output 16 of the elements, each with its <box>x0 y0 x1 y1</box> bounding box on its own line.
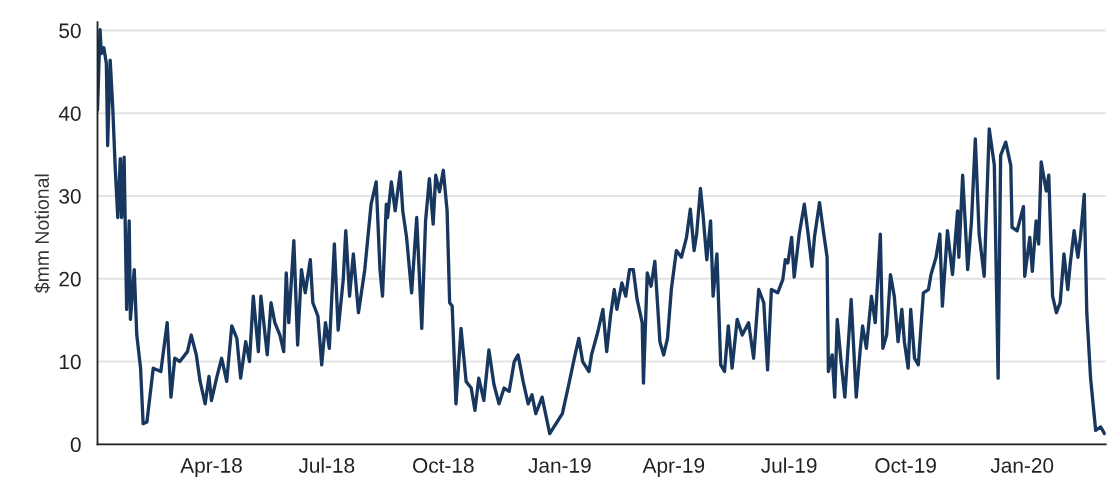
y-axis-title: $mm Notional <box>34 174 51 293</box>
y-tick-label: 10 <box>59 354 81 370</box>
x-tick-label: Oct-18 <box>413 458 474 473</box>
x-tick-label: Jul-19 <box>761 457 817 473</box>
x-tick-label: Apr-19 <box>642 458 705 477</box>
line-series <box>97 27 1106 436</box>
x-tick-label: Oct-19 <box>875 458 936 473</box>
x-tick-label: Apr-18 <box>180 458 242 477</box>
y-tick-label: 20 <box>59 271 81 287</box>
y-tick-label: 40 <box>58 106 81 121</box>
x-tick-label: Jan-19 <box>528 458 591 473</box>
x-tick-label: Jul-18 <box>298 457 355 473</box>
y-tick-label: 30 <box>59 188 81 204</box>
y-tick-label: 50 <box>59 23 81 39</box>
x-tick-label: Jan-20 <box>990 458 1054 473</box>
y-tick-label: 0 <box>70 437 81 453</box>
